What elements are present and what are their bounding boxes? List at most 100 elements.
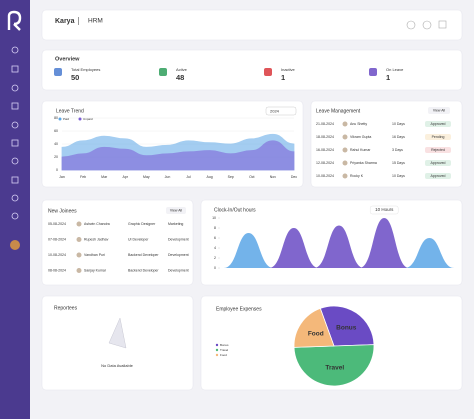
legend-label: Unpaid (83, 117, 93, 121)
x-tick-label: Sep (228, 175, 234, 179)
leave-name: Priyanka Sharma (350, 161, 377, 165)
header-card (41, 9, 463, 41)
card-title: Employee Expenses (216, 306, 262, 312)
overview-title: Overview (55, 56, 80, 62)
legend-swatch (58, 117, 62, 121)
x-tick-label: Nov (270, 175, 276, 179)
x-tick-label: Mar (101, 175, 108, 179)
view-all-label: View All (433, 108, 445, 112)
sidebar-icons[interactable] (11, 46, 19, 220)
joinee-role: Graphic Designer (128, 222, 156, 226)
joinee-name: Vandhan Puri (84, 253, 105, 257)
avatar (342, 147, 348, 153)
legend-label: Travel (220, 348, 229, 352)
leave-date: 12-08-2024 (316, 161, 334, 165)
joinee-role: Backend Developer (128, 253, 159, 257)
card-title: Leave Management (316, 108, 361, 114)
leave-status: Rejected (431, 148, 445, 152)
leave-days: 10 Days (392, 174, 405, 178)
joinee-date: 07-08-2024 (48, 237, 66, 241)
x-tick-label: Dec (291, 175, 297, 179)
y-tick-label: 2 (214, 256, 216, 260)
status-badge (425, 134, 451, 140)
avatar (342, 173, 348, 179)
x-tick-label: Jun (165, 175, 171, 179)
brand: Karya (55, 18, 75, 25)
header-icons[interactable] (406, 20, 447, 30)
avatar[interactable] (10, 240, 20, 250)
joinee-date: 10-08-2024 (48, 253, 66, 257)
leave-status: Pending (432, 135, 445, 139)
legend-swatch (78, 117, 82, 121)
stat-icon (369, 68, 377, 76)
y-tick-label: 80 (54, 116, 58, 120)
leave-date: 10-08-2024 (316, 174, 334, 178)
pie-slice (293, 307, 335, 348)
y-tick-label: 4 (214, 246, 216, 250)
y-tick-label: 8 (214, 226, 216, 230)
x-tick-label: May (143, 175, 150, 179)
year-select[interactable] (265, 106, 297, 116)
y-tick-label: 0 (214, 266, 216, 270)
card-title: New Joinees (48, 208, 77, 214)
leave-status: Approved (431, 161, 446, 165)
pie-slice (293, 344, 375, 387)
slice-label: Food (308, 330, 324, 337)
avatar (342, 134, 348, 140)
legend-label: Food (220, 353, 227, 357)
annotation-box (370, 205, 399, 215)
joinee-department: Marketing (168, 222, 183, 226)
status-badge (425, 160, 451, 166)
x-tick-label: Aug (207, 175, 213, 179)
stat-icon (264, 68, 272, 76)
card-title: Leave Trend (56, 108, 84, 114)
x-tick-label: Oct (249, 175, 254, 179)
view-all-button[interactable] (428, 107, 450, 114)
leave-status: Approved (431, 174, 446, 178)
year-select-value: 2024 (270, 109, 280, 114)
stat-value: 48 (176, 73, 184, 82)
new-joinees-card (41, 199, 194, 286)
hours-peak (404, 238, 455, 268)
avatar (342, 121, 348, 127)
card-title: Clock-In/Out hours (214, 207, 256, 213)
avatar (76, 221, 82, 227)
slice-label: Travel (325, 365, 344, 372)
hours-peak (223, 233, 274, 268)
stat-label: Inactive (281, 67, 296, 72)
avatar (76, 237, 82, 242)
y-tick-label: 20 (54, 155, 58, 159)
stat-label: On Leave (386, 67, 404, 72)
divider (78, 17, 79, 25)
pie-slice (319, 305, 375, 347)
overview-card (41, 49, 463, 91)
y-tick-label: 0 (56, 168, 58, 172)
joinee-name: Sanjay Kumar (84, 268, 107, 272)
status-badge (425, 173, 451, 179)
x-tick-label: Apr (123, 175, 129, 179)
leave-management-card (310, 100, 463, 188)
trend-area (61, 140, 295, 171)
leave-date: 18-08-2024 (316, 135, 334, 139)
legend-swatch (215, 343, 219, 347)
leave-days: 15 Days (392, 161, 405, 165)
sidebar (0, 0, 30, 419)
leave-date: 16-08-2024 (316, 148, 334, 152)
stat-icon (159, 68, 167, 76)
view-all-button[interactable] (166, 207, 186, 214)
avatar (76, 252, 82, 258)
avatar (342, 160, 348, 166)
leave-name: Vikram Gupta (350, 135, 371, 139)
legend-swatch (215, 353, 219, 357)
x-tick-label: Feb (80, 175, 86, 179)
leave-date: 21-08-2024 (316, 122, 334, 126)
legend-label: Bonus (220, 343, 229, 347)
stat-value: 1 (386, 73, 390, 82)
status-badge (425, 121, 451, 127)
leave-name: Anu Shetty (350, 122, 367, 126)
leave-days: 10 Days (392, 122, 405, 126)
view-all-label: View All (170, 208, 182, 212)
stat-icon (54, 68, 62, 76)
joinee-department: Development (168, 253, 189, 257)
hours-peak (314, 225, 364, 268)
